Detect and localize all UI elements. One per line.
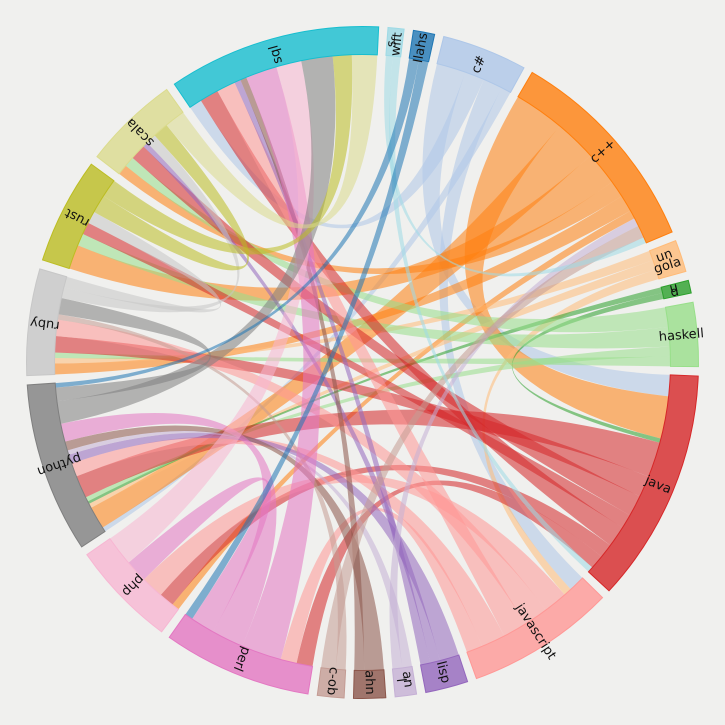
- ribbon-48[interactable]: [93, 125, 250, 271]
- arc-sql[interactable]: [173, 26, 380, 109]
- arc-javascript[interactable]: [466, 577, 604, 680]
- arc-c-[interactable]: [517, 71, 673, 244]
- arc-rust[interactable]: [41, 163, 115, 270]
- group-label: haskell: [658, 326, 704, 345]
- group-label: Ilahs: [411, 31, 431, 64]
- group-label: wift: [388, 32, 405, 57]
- ribbons-layer: [54, 54, 671, 671]
- arc-python[interactable]: [26, 382, 106, 548]
- group-label: c#: [469, 53, 490, 75]
- ribbon-11[interactable]: [88, 260, 657, 508]
- group-label: d: [669, 284, 680, 300]
- ribbon-47[interactable]: [63, 211, 222, 313]
- ribbon-43[interactable]: [109, 60, 314, 563]
- arcs-layer: [26, 26, 699, 699]
- arc-shell[interactable]: [408, 29, 436, 63]
- group-label: s: [384, 40, 400, 48]
- ribbon-41[interactable]: [60, 412, 277, 647]
- ribbon-46[interactable]: [61, 135, 240, 313]
- arc-perl[interactable]: [168, 613, 314, 695]
- ribbon-15[interactable]: [125, 157, 669, 333]
- ribbon-5[interactable]: [90, 126, 591, 528]
- group-label: u: [668, 280, 680, 297]
- ribbon-20[interactable]: [54, 336, 649, 497]
- arc-ruby[interactable]: [26, 268, 68, 377]
- group-label: sql: [266, 43, 285, 65]
- ribbon-30[interactable]: [280, 507, 483, 664]
- ribbon-42[interactable]: [128, 477, 272, 632]
- arc-scala[interactable]: [96, 88, 184, 175]
- ribbon-29[interactable]: [71, 436, 505, 647]
- ribbon-33[interactable]: [234, 79, 431, 665]
- arc-haskell[interactable]: [664, 301, 699, 368]
- ribbon-23[interactable]: [200, 90, 623, 546]
- group-label: l: [393, 678, 408, 683]
- arc-swift[interactable]: [385, 26, 405, 58]
- ribbon-50[interactable]: [166, 54, 378, 229]
- group-label: un: [654, 246, 675, 266]
- arc-c-[interactable]: [436, 35, 525, 94]
- group-label: an: [399, 670, 416, 688]
- ribbon-45[interactable]: [55, 298, 211, 402]
- ribbon-6[interactable]: [69, 155, 613, 301]
- arc-objective-c[interactable]: [316, 667, 347, 699]
- ribbon-44[interactable]: [56, 55, 336, 424]
- arc-php[interactable]: [86, 537, 180, 633]
- group-label: ahn: [362, 670, 378, 695]
- ribbon-26[interactable]: [143, 474, 565, 611]
- arc-go[interactable]: [660, 279, 692, 300]
- arc-java[interactable]: [587, 374, 699, 592]
- arc-lisp[interactable]: [419, 654, 469, 694]
- arc-erlang[interactable]: [648, 240, 687, 280]
- group-label: ruby: [29, 314, 60, 333]
- arc-matlab[interactable]: [352, 669, 387, 699]
- ribbon-21[interactable]: [132, 146, 640, 516]
- ribbon-0[interactable]: [422, 63, 671, 397]
- group-label: lisp: [433, 660, 453, 685]
- arc-lua[interactable]: [391, 665, 418, 698]
- group-label: c-ob: [323, 666, 341, 696]
